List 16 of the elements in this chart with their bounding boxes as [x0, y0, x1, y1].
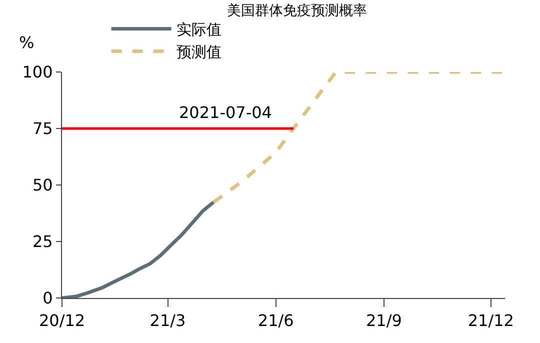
legend-label: 实际值 [176, 20, 222, 39]
x-tick-label: 21/3 [150, 311, 186, 330]
y-tick-label: 100 [22, 62, 53, 82]
y-tick-label: 50 [32, 176, 53, 195]
x-tick-label: 20/12 [38, 311, 86, 330]
y-axis-title: % [19, 33, 34, 52]
x-tick-label: 21/12 [468, 311, 514, 330]
x-tick-label: 21/6 [258, 311, 294, 330]
line-series [62, 200, 216, 298]
legend-label: 预测值 [176, 43, 222, 62]
y-tick-label: 75 [32, 119, 53, 138]
x-tick-label: 21/9 [366, 311, 402, 330]
y-tick-label: 0 [42, 288, 53, 308]
annotation: 2021-07-04 [179, 103, 272, 122]
y-tick-label: 25 [32, 232, 53, 252]
chart-title: 美国群体免疫预测概率 [227, 2, 367, 19]
